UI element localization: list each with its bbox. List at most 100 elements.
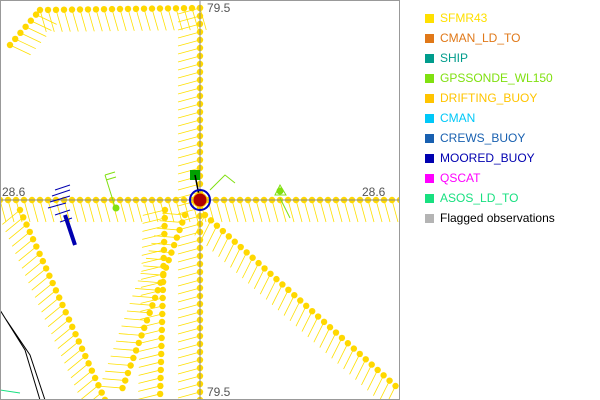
observation-point[interactable] [60, 6, 68, 13]
observation-point[interactable] [22, 23, 29, 30]
observation-point[interactable] [249, 254, 256, 261]
observation-point[interactable] [108, 5, 116, 13]
observation-point[interactable] [75, 338, 83, 345]
observation-point[interactable] [6, 41, 14, 49]
legend-item[interactable]: MOORED_BUOY [425, 148, 555, 168]
observation-point[interactable] [154, 287, 162, 294]
observation-point[interactable] [168, 249, 175, 256]
observation-point[interactable] [368, 361, 375, 368]
observation-point[interactable] [44, 6, 52, 14]
observation-point[interactable] [36, 6, 44, 14]
observation-point[interactable] [91, 374, 99, 382]
observation-point[interactable] [78, 345, 86, 352]
observation-point[interactable] [100, 6, 108, 13]
observation-point[interactable] [72, 330, 79, 338]
observation-point[interactable] [350, 345, 358, 352]
observation-point[interactable] [157, 374, 164, 382]
observation-point[interactable] [326, 324, 334, 331]
observation-point[interactable] [157, 366, 164, 374]
observation-point[interactable] [29, 236, 37, 243]
observation-point[interactable] [291, 291, 298, 299]
observation-point[interactable] [156, 5, 164, 12]
observation-point[interactable] [273, 275, 280, 283]
observation-point[interactable] [392, 382, 399, 390]
observation-point[interactable] [151, 294, 159, 301]
observation-point[interactable] [39, 257, 47, 265]
observation-point[interactable] [380, 372, 387, 379]
observation-point[interactable] [23, 221, 30, 228]
observation-point[interactable] [261, 265, 268, 272]
observation-point[interactable] [314, 313, 322, 320]
observation-point[interactable] [68, 6, 76, 13]
observation-point[interactable] [158, 334, 165, 342]
observation-point[interactable] [146, 309, 153, 317]
observation-point[interactable] [344, 340, 352, 347]
observation-point[interactable] [82, 352, 89, 360]
observation-point[interactable] [141, 324, 148, 332]
observation-point[interactable] [297, 297, 304, 304]
observation-point[interactable] [69, 323, 76, 331]
observation-point[interactable] [143, 317, 151, 324]
observation-point[interactable] [162, 264, 170, 271]
observation-point[interactable] [179, 219, 186, 226]
observation-point[interactable] [56, 294, 63, 301]
observation-point[interactable] [135, 339, 143, 347]
observation-point[interactable] [124, 369, 132, 377]
observation-point[interactable] [285, 286, 292, 294]
observation-point[interactable] [338, 334, 346, 342]
observation-point[interactable] [160, 238, 168, 246]
observation-point[interactable] [386, 377, 393, 384]
observation-point[interactable] [303, 302, 310, 310]
observation-point[interactable] [65, 316, 73, 323]
observation-point[interactable] [46, 272, 53, 279]
observation-map[interactable]: 79.5 79.5 28.6 28.6 [0, 0, 400, 400]
observation-point[interactable] [161, 206, 169, 214]
observation-point[interactable] [27, 17, 35, 24]
observation-point[interactable] [132, 347, 140, 354]
observation-point[interactable] [159, 294, 166, 302]
legend-item[interactable]: SFMR43 [425, 8, 555, 28]
observation-point[interactable] [42, 265, 50, 272]
observation-point[interactable] [98, 389, 105, 396]
observation-point[interactable] [140, 5, 148, 12]
observation-point[interactable] [332, 329, 340, 336]
observation-point[interactable] [124, 5, 132, 13]
observation-point[interactable] [127, 362, 134, 369]
legend-item[interactable]: DRIFTING_BUOY [425, 88, 555, 108]
observation-point[interactable] [161, 230, 168, 238]
observation-point[interactable] [17, 29, 24, 37]
observation-point[interactable] [12, 35, 19, 43]
observation-point[interactable] [132, 5, 140, 13]
observation-point[interactable] [156, 390, 164, 398]
observation-point[interactable] [225, 233, 233, 240]
observation-point[interactable] [52, 6, 60, 14]
observation-point[interactable] [237, 243, 244, 251]
observation-point[interactable] [181, 211, 189, 219]
observation-point[interactable] [219, 227, 227, 235]
observation-point[interactable] [374, 366, 381, 374]
observation-point[interactable] [201, 211, 209, 219]
observation-point[interactable] [49, 279, 56, 287]
observation-point[interactable] [148, 5, 156, 12]
observation-point[interactable] [20, 214, 27, 221]
legend-item[interactable]: CMAN_LD_TO [425, 28, 555, 48]
observation-point[interactable] [160, 271, 167, 279]
observation-point[interactable] [158, 350, 165, 358]
observation-point[interactable] [255, 259, 262, 267]
legend-item[interactable]: SHIP [425, 48, 555, 68]
observation-point[interactable] [173, 234, 181, 241]
observation-point[interactable] [157, 382, 164, 390]
observation-point[interactable] [85, 360, 92, 367]
observation-point[interactable] [149, 302, 156, 309]
observation-point[interactable] [161, 214, 168, 222]
storm-center-icon[interactable] [189, 189, 211, 211]
observation-point[interactable] [84, 6, 92, 13]
observation-point[interactable] [165, 256, 172, 264]
observation-point[interactable] [119, 384, 126, 392]
observation-point[interactable] [92, 6, 100, 13]
observation-point[interactable] [356, 350, 364, 358]
observation-point[interactable] [130, 354, 137, 362]
observation-point[interactable] [231, 238, 238, 245]
observation-point[interactable] [362, 356, 369, 363]
observation-point[interactable] [59, 301, 66, 309]
